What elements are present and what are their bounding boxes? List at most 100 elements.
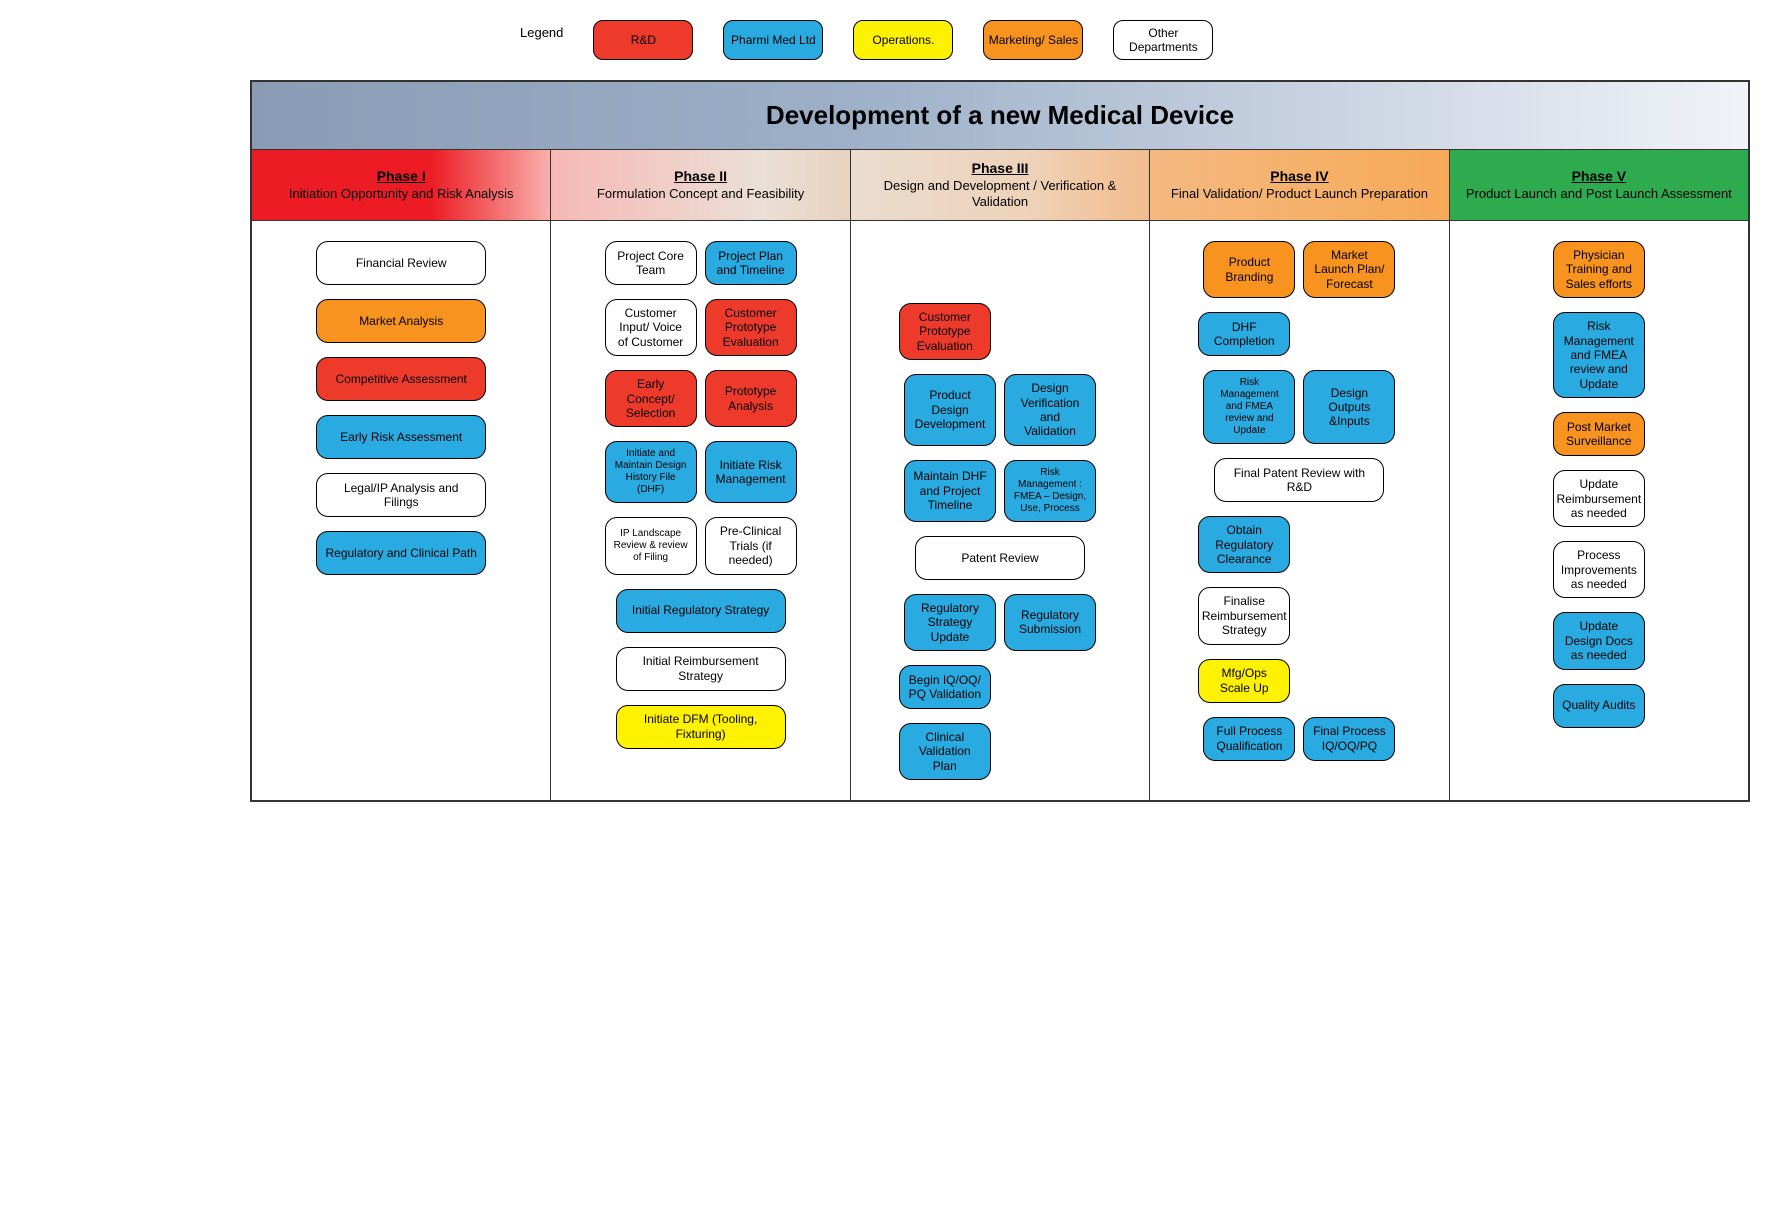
- activity-box: Clinical Validation Plan: [899, 723, 991, 780]
- activity-row: Early Risk Assessment: [260, 415, 542, 459]
- activity-row: Customer Input/ Voice of CustomerCustome…: [559, 299, 841, 356]
- activity-row: Patent Review: [859, 536, 1141, 580]
- phase-header: Phase II Formulation Concept and Feasibil…: [551, 150, 850, 220]
- activity-box: Full Process Qualification: [1203, 717, 1295, 761]
- activity-box: Customer Input/ Voice of Customer: [605, 299, 697, 356]
- phase-title: Phase IV: [1158, 168, 1440, 184]
- activity-box: Market Analysis: [316, 299, 486, 343]
- activity-row: Financial Review: [260, 241, 542, 285]
- activity-box: Project Plan and Timeline: [705, 241, 797, 285]
- activity-row: Clinical Validation Plan: [859, 723, 1141, 780]
- activity-box: Initial Regulatory Strategy: [616, 589, 786, 633]
- phase-header: Phase I Initiation Opportunity and Risk A…: [252, 150, 551, 220]
- main-diagram: Development of a new Medical Device Phas…: [250, 80, 1750, 802]
- activity-row: Initial Regulatory Strategy: [559, 589, 841, 633]
- activity-box: Product Branding: [1203, 241, 1295, 298]
- activity-row: Post Market Surveillance: [1458, 412, 1740, 456]
- phase-subtitle: Final Validation/ Product Launch Prepara…: [1158, 186, 1440, 202]
- activity-box: Final Process IQ/OQ/PQ: [1303, 717, 1395, 761]
- activity-row: Project Core TeamProject Plan and Timeli…: [559, 241, 841, 285]
- activity-row: Product Design DevelopmentDesign Verific…: [859, 374, 1141, 446]
- activity-box: Legal/IP Analysis and Filings: [316, 473, 486, 517]
- legend: Legend R&DPharmi Med LtdOperations.Marke…: [520, 20, 1764, 60]
- activity-box: Regulatory and Clinical Path: [316, 531, 486, 575]
- activity-row: Initiate DFM (Tooling, Fixturing): [559, 705, 841, 749]
- activity-box: Early Concept/ Selection: [605, 370, 697, 427]
- phase-header: Phase IV Final Validation/ Product Launch…: [1150, 150, 1449, 220]
- activity-row: Process Improvements as needed: [1458, 541, 1740, 598]
- activity-box: DHF Completion: [1198, 312, 1290, 356]
- activity-box: Initiate Risk Management: [705, 441, 797, 503]
- legend-item: Other Departments: [1113, 20, 1213, 60]
- activity-row: Initial Reimbursement Strategy: [559, 647, 841, 691]
- activity-box: Process Improvements as needed: [1553, 541, 1645, 598]
- activity-box: Prototype Analysis: [705, 370, 797, 427]
- activity-box: Mfg/Ops Scale Up: [1198, 659, 1290, 703]
- activity-row: Quality Audits: [1458, 684, 1740, 728]
- activity-box: Finalise Reimbursement Strategy: [1198, 587, 1290, 644]
- activity-box: Design Verification and Validation: [1004, 374, 1096, 446]
- activity-box: Risk Management and FMEA review and Upda…: [1553, 312, 1645, 398]
- activity-box: Obtain Regulatory Clearance: [1198, 516, 1290, 573]
- activity-row: Market Analysis: [260, 299, 542, 343]
- activity-box: Initial Reimbursement Strategy: [616, 647, 786, 691]
- activity-row: Finalise Reimbursement Strategy: [1158, 587, 1440, 644]
- phase-headers: Phase I Initiation Opportunity and Risk A…: [252, 150, 1748, 221]
- activity-row: Update Design Docs as needed: [1458, 612, 1740, 669]
- phase-column: Physician Training and Sales efforts Risk…: [1450, 221, 1748, 800]
- activity-box: Initiate and Maintain Design History Fil…: [605, 441, 697, 503]
- legend-item: Operations.: [853, 20, 953, 60]
- phase-header: Phase VProduct Launch and Post Launch As…: [1450, 150, 1748, 220]
- activity-row: Competitive Assessment: [260, 357, 542, 401]
- activity-row: Early Concept/ SelectionPrototype Analys…: [559, 370, 841, 427]
- activity-row: Regulatory and Clinical Path: [260, 531, 542, 575]
- activity-row: Mfg/Ops Scale Up: [1158, 659, 1440, 703]
- activity-box: Regulatory Strategy Update: [904, 594, 996, 651]
- activity-box: Early Risk Assessment: [316, 415, 486, 459]
- activity-box: Project Core Team: [605, 241, 697, 285]
- activity-box: Market Launch Plan/ Forecast: [1303, 241, 1395, 298]
- activity-box: Financial Review: [316, 241, 486, 285]
- phase-column: Financial Review Market Analysis Competiti…: [252, 221, 551, 800]
- activity-row: Update Reimbursement as needed: [1458, 470, 1740, 527]
- activity-row: Risk Management and FMEA review and Upda…: [1458, 312, 1740, 398]
- activity-box: Risk Management and FMEA review and Upda…: [1203, 370, 1295, 444]
- activity-box: Physician Training and Sales efforts: [1553, 241, 1645, 298]
- activity-row: Full Process QualificationFinal Process …: [1158, 717, 1440, 761]
- phase-column: Customer Prototype EvaluationProduct Des…: [851, 221, 1150, 800]
- activity-box: Begin IQ/OQ/ PQ Validation: [899, 665, 991, 709]
- phase-title: Phase I: [260, 168, 542, 184]
- activity-box: Initiate DFM (Tooling, Fixturing): [616, 705, 786, 749]
- phase-title: Phase II: [559, 168, 841, 184]
- activity-row: Risk Management and FMEA review and Upda…: [1158, 370, 1440, 444]
- legend-item: Marketing/ Sales: [983, 20, 1083, 60]
- activity-row: Initiate and Maintain Design History Fil…: [559, 441, 841, 503]
- diagram-title: Development of a new Medical Device: [252, 82, 1748, 150]
- phase-subtitle: Initiation Opportunity and Risk Analysis: [260, 186, 542, 202]
- activity-row: Obtain Regulatory Clearance: [1158, 516, 1440, 573]
- activity-row: [859, 241, 1141, 289]
- activity-box: Maintain DHF and Project Timeline: [904, 460, 996, 522]
- activity-row: Begin IQ/OQ/ PQ Validation: [859, 665, 1141, 709]
- phase-header: Phase IIIDesign and Development / Verifi…: [851, 150, 1150, 220]
- activity-row: Regulatory Strategy UpdateRegulatory Sub…: [859, 594, 1141, 651]
- activity-box: Final Patent Review with R&D: [1214, 458, 1384, 502]
- activity-box: Competitive Assessment: [316, 357, 486, 401]
- activity-row: Final Patent Review with R&D: [1158, 458, 1440, 502]
- activity-row: Legal/IP Analysis and Filings: [260, 473, 542, 517]
- phase-column: Product BrandingMarket Launch Plan/ Fore…: [1150, 221, 1449, 800]
- activity-box: Product Design Development: [904, 374, 996, 446]
- legend-item: R&D: [593, 20, 693, 60]
- phase-column: Project Core TeamProject Plan and Timeli…: [551, 221, 850, 800]
- activity-box: IP Landscape Review & review of Filing: [605, 517, 697, 574]
- activity-box: Pre-Clinical Trials (if needed): [705, 517, 797, 574]
- activity-row: Product BrandingMarket Launch Plan/ Fore…: [1158, 241, 1440, 298]
- activity-row: Physician Training and Sales efforts: [1458, 241, 1740, 298]
- activity-box: Update Reimbursement as needed: [1553, 470, 1645, 527]
- activity-box: Risk Management : FMEA – Design, Use, Pr…: [1004, 460, 1096, 522]
- legend-item: Pharmi Med Ltd: [723, 20, 823, 60]
- activity-box: Customer Prototype Evaluation: [705, 299, 797, 356]
- phase-subtitle: Design and Development / Verification & …: [859, 178, 1141, 209]
- activity-row: DHF Completion: [1158, 312, 1440, 356]
- phase-subtitle: Formulation Concept and Feasibility: [559, 186, 841, 202]
